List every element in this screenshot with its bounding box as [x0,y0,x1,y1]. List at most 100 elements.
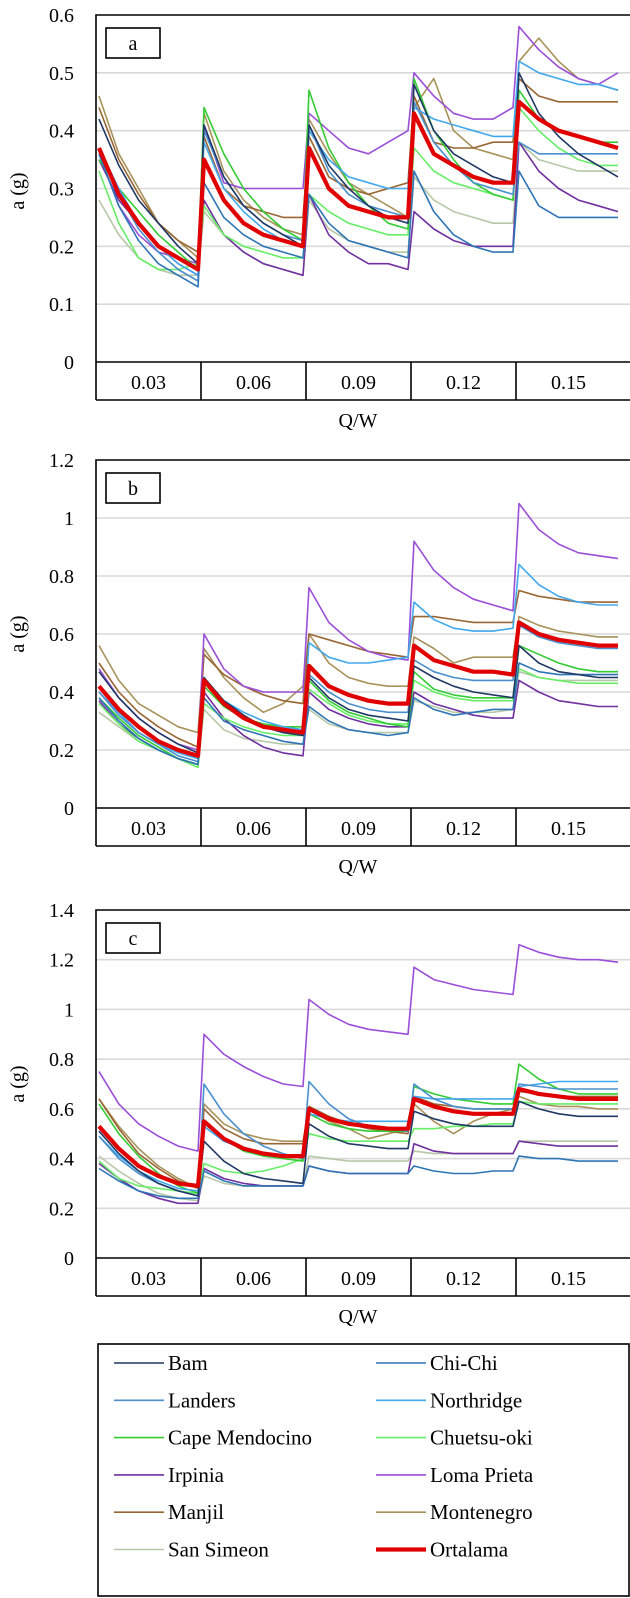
y-tick-label: 0.6 [49,624,74,646]
legend-label: Bam [168,1351,208,1375]
y-tick-label: 1.2 [49,950,74,972]
legend-label: Cape Mendocino [168,1426,312,1450]
series-line-bam [98,72,619,265]
series-line-bam [98,644,618,754]
y-tick-label: 0.8 [49,566,74,588]
chart-panel-c: 0 0.2 0.4 0.6 0.8 1 1.2 1.4 0.03 0.06 0.09 0.12 0.15… [7,900,630,1328]
y-tick-label: 1 [64,508,74,530]
x-category-label: 0.06 [236,818,271,840]
series-line-manjil [98,77,618,253]
legend-item-cape-mendocino: Cape Mendocino [114,1426,312,1450]
legend-label: Irpinia [168,1463,225,1487]
y-axis-title: a (g) [7,172,29,209]
x-axis-title: Q/W [339,856,378,878]
series-line-montenegro [98,615,618,734]
plot-frame [95,14,630,362]
x-category-label: 0.15 [551,372,586,394]
plot-frame [95,909,630,1258]
panel-label-box [105,472,161,504]
series-line-loma-prieta [98,943,619,1152]
legend-item-irpinia: Irpinia [114,1463,225,1487]
series-line-irpinia [98,1140,618,1205]
series-line-northridge [98,1080,618,1192]
y-tick-label: 1.4 [49,900,74,922]
series-line-chuetsu-oki [98,106,618,271]
legend-item-san-simeon: San Simeon [114,1538,269,1562]
plot-frame [95,459,630,808]
y-tick-label: 0.6 [49,5,74,27]
y-tick-label: 0 [64,1248,74,1270]
x-category-label: 0.03 [131,372,166,394]
series-line-loma-prieta [98,502,619,751]
series-line-chi-chi [98,662,618,766]
y-tick-label: 0.5 [49,63,74,85]
legend-item-northridge: Northridge [376,1388,522,1412]
legend-label: Loma Prieta [430,1463,534,1487]
x-category-label: 0.12 [446,372,481,394]
legend-item-bam: Bam [114,1351,208,1375]
y-tick-label: 0.2 [49,740,74,762]
legend-label: Manjil [168,1500,224,1524]
x-category-label: 0.15 [551,1268,586,1290]
legend-item-landers: Landers [114,1388,236,1412]
series-line-montenegro [98,1095,618,1190]
panel-label: a [129,33,138,55]
y-tick-label: 0.4 [49,682,74,704]
series-line-ortalama [97,99,619,272]
series-line-landers [98,1080,618,1197]
x-category-label: 0.09 [341,1268,376,1290]
x-category-label: 0.06 [236,1268,271,1290]
y-tick-label: 1 [64,999,74,1021]
chart-panel-a: 0 0.1 0.2 0.3 0.4 0.5 0.6 0.03 0.06 0.09 0.12 0.15 Q… [7,5,630,432]
legend-label: Montenegro [430,1500,533,1524]
legend-label: Ortalama [430,1538,509,1562]
legend-box [97,1343,630,1597]
legend-label: Landers [168,1388,236,1412]
y-tick-label: 0.1 [49,294,74,316]
legend-item-chuetsu-oki: Chuetsu-oki [376,1426,533,1450]
legend: Bam Chi-Chi Landers Northridge Cape Mendocin… [97,1343,630,1597]
x-category-label: 0.03 [131,1268,166,1290]
series-line-chi-chi [98,153,618,288]
x-category-label: 0.03 [131,818,166,840]
x-category-label: 0.15 [551,818,586,840]
panel-label-box [105,922,161,954]
series-line-cape-mendocino [98,1063,618,1195]
y-tick-label: 0 [64,798,74,820]
legend-label: Chuetsu-oki [430,1426,533,1450]
x-axis-title: Q/W [339,410,378,432]
series-line-loma-prieta [98,25,619,265]
legend-label: Northridge [430,1388,522,1412]
y-tick-label: 1.2 [49,450,74,472]
legend-item-manjil: Manjil [114,1500,224,1524]
legend-label: San Simeon [168,1538,269,1562]
y-axis-title: a (g) [7,1065,29,1102]
series-line-chi-chi [98,1155,618,1200]
y-tick-label: 0.2 [49,236,74,258]
series-line-bam [98,1100,618,1197]
series-line-northridge [98,60,619,277]
series-line-montenegro [98,37,619,259]
panel-label-box [105,27,161,59]
series-line-landers [98,624,618,763]
legend-label: Chi-Chi [430,1351,498,1375]
x-category-label: 0.06 [236,372,271,394]
series-line-northridge [98,563,618,760]
x-category-label: 0.09 [341,818,376,840]
panel-label: b [128,478,138,500]
chart-panel-b: 0 0.2 0.4 0.6 0.8 1 1.2 0.03 0.06 0.09 0.12 0.15 Q/W… [7,450,630,878]
legend-item-chi-chi: Chi-Chi [376,1351,498,1375]
series-line-ortalama [97,1086,618,1189]
x-axis-title: Q/W [339,1306,378,1328]
panel-label: c [129,928,138,950]
y-tick-label: 0.2 [49,1198,74,1220]
series-line-cape-mendocino [98,77,618,271]
legend-item-ortalama: Ortalama [376,1538,509,1562]
x-category-label: 0.09 [341,372,376,394]
y-tick-label: 0.6 [49,1099,74,1121]
x-category-label: 0.12 [446,1268,481,1290]
series-line-ortalama [97,620,618,758]
series-line-manjil [98,589,618,748]
legend-item-montenegro: Montenegro [376,1500,533,1524]
